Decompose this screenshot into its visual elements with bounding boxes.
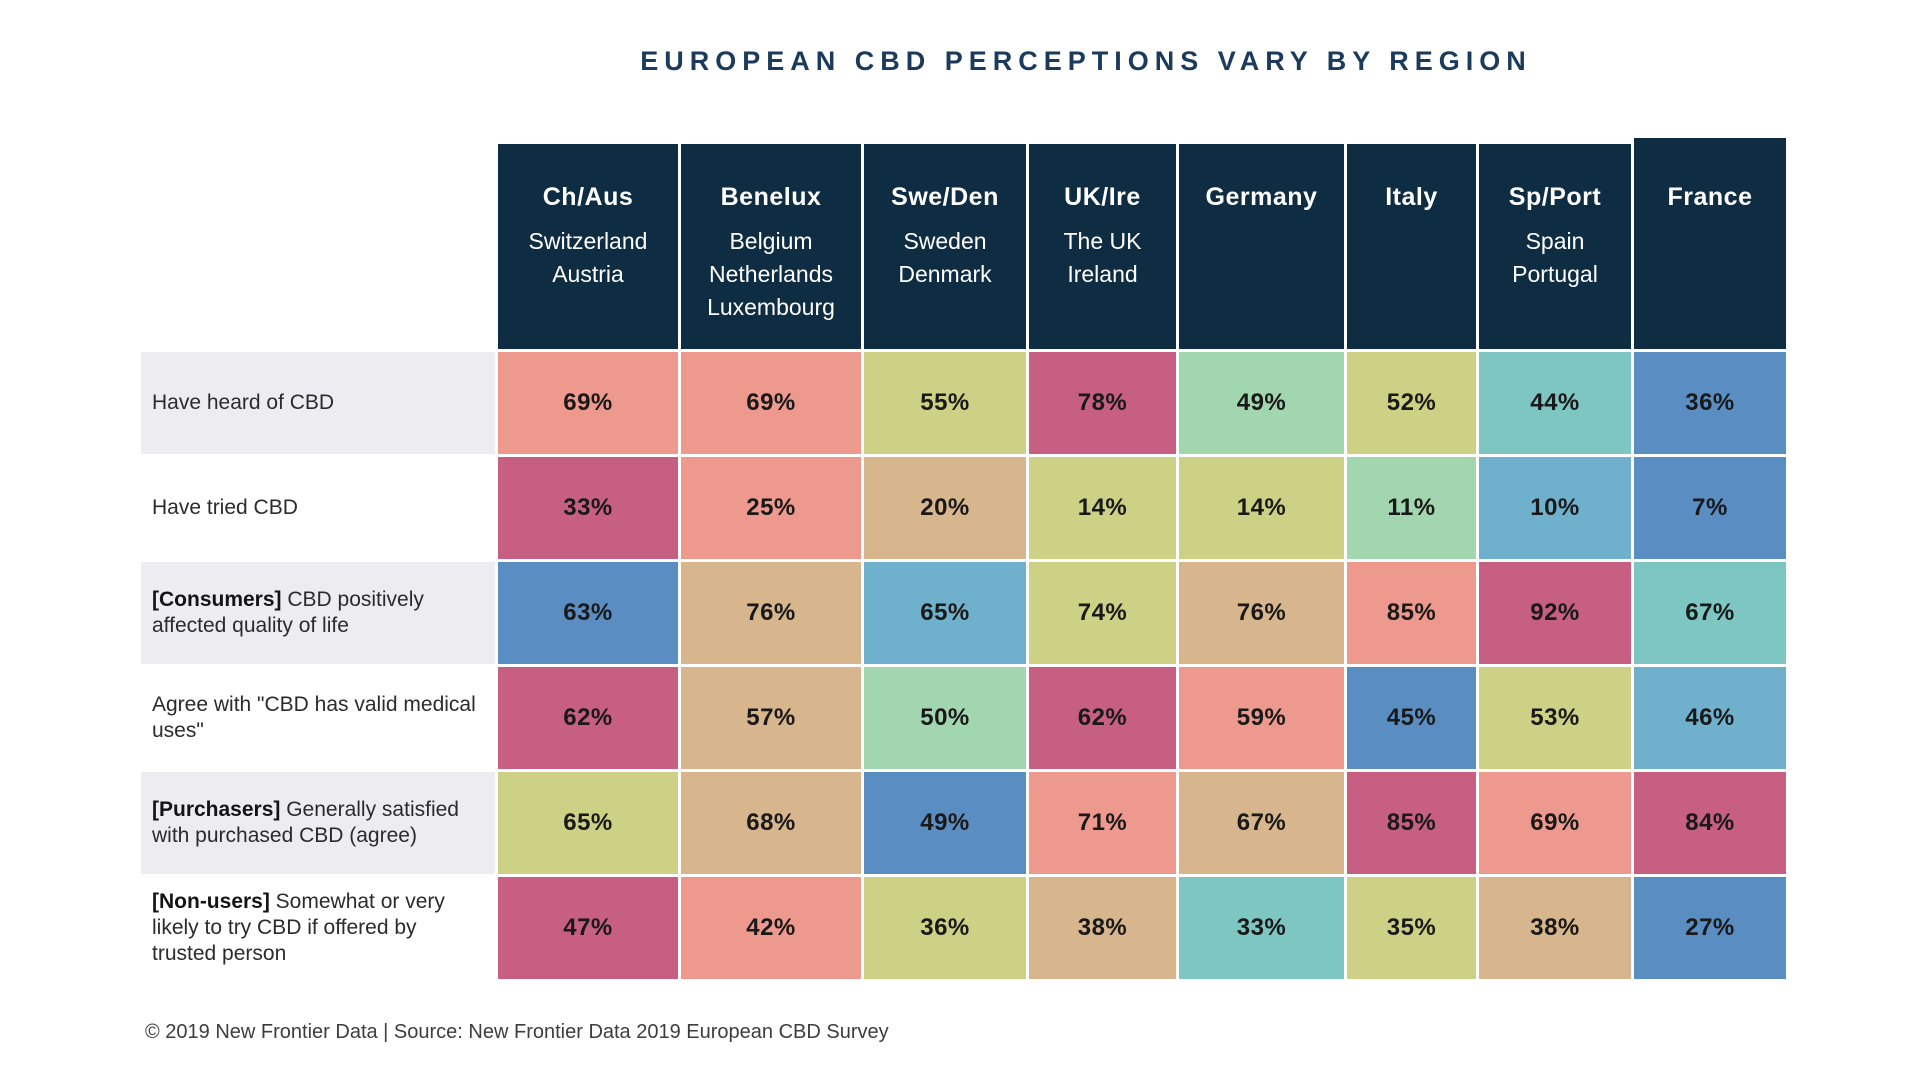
column-countries: Switzerland Austria [528, 228, 648, 287]
column-abbr: Italy [1385, 183, 1438, 211]
row-label-have-tried: Have tried CBD [141, 457, 495, 559]
value-cell: 33% [1179, 877, 1344, 979]
value-cell: 47% [498, 877, 678, 979]
row-label-purchasers-satisfied: [Purchasers] Generally satisfied with pu… [141, 772, 495, 874]
column-header-swe-den: Swe/Den Sweden Denmark [864, 144, 1026, 349]
column-header-france: France [1634, 138, 1786, 349]
column-abbr: Benelux [720, 183, 822, 211]
value-cell: 36% [1634, 352, 1786, 454]
value-cell: 27% [1634, 877, 1786, 979]
column-abbr: UK/Ire [1064, 183, 1141, 211]
table-corner-spacer [141, 144, 495, 349]
row-label-consumers-quality: [Consumers] CBD positively affected qual… [141, 562, 495, 664]
value-cell: 69% [1479, 772, 1631, 874]
column-header-sp-port: Sp/Port Spain Portugal [1479, 144, 1631, 349]
value-cell: 46% [1634, 667, 1786, 769]
value-cell: 52% [1347, 352, 1476, 454]
column-header-uk-ire: UK/Ire The UK Ireland [1029, 144, 1176, 349]
row-label-have-heard: Have heard of CBD [141, 352, 495, 454]
column-abbr: France [1667, 183, 1753, 211]
row-label-nonusers-likely: [Non-users] Somewhat or very likely to t… [141, 877, 495, 979]
perception-table: Ch/Aus Switzerland Austria Benelux Belgium N… [141, 138, 1786, 979]
value-cell: 71% [1029, 772, 1176, 874]
value-cell: 85% [1347, 562, 1476, 664]
value-cell: 69% [498, 352, 678, 454]
value-cell: 38% [1029, 877, 1176, 979]
value-cell: 36% [864, 877, 1026, 979]
column-header-benelux: Benelux Belgium Netherlands Luxembourg [681, 144, 861, 349]
value-cell: 85% [1347, 772, 1476, 874]
source-attribution: © 2019 New Frontier Data | Source: New F… [145, 1021, 889, 1043]
value-cell: 25% [681, 457, 861, 559]
value-cell: 53% [1479, 667, 1631, 769]
value-cell: 11% [1347, 457, 1476, 559]
column-countries: The UK Ireland [1063, 228, 1142, 287]
value-cell: 7% [1634, 457, 1786, 559]
value-cell: 38% [1479, 877, 1631, 979]
value-cell: 92% [1479, 562, 1631, 664]
value-cell: 76% [1179, 562, 1344, 664]
column-header-germany: Germany [1179, 144, 1344, 349]
value-cell: 69% [681, 352, 861, 454]
value-cell: 57% [681, 667, 861, 769]
value-cell: 35% [1347, 877, 1476, 979]
column-countries: Spain Portugal [1512, 228, 1598, 287]
value-cell: 42% [681, 877, 861, 979]
chart-title: EUROPEAN CBD PERCEPTIONS VARY BY REGION [640, 46, 1532, 76]
value-cell: 20% [864, 457, 1026, 559]
value-cell: 55% [864, 352, 1026, 454]
value-cell: 84% [1634, 772, 1786, 874]
value-cell: 45% [1347, 667, 1476, 769]
value-cell: 33% [498, 457, 678, 559]
row-label-valid-medical: Agree with "CBD has valid medical uses" [141, 667, 495, 769]
column-abbr: Swe/Den [891, 183, 999, 211]
value-cell: 67% [1179, 772, 1344, 874]
value-cell: 74% [1029, 562, 1176, 664]
value-cell: 59% [1179, 667, 1344, 769]
value-cell: 68% [681, 772, 861, 874]
column-countries: Sweden Denmark [898, 228, 992, 287]
column-header-ch-aus: Ch/Aus Switzerland Austria [498, 144, 678, 349]
value-cell: 49% [1179, 352, 1344, 454]
value-cell: 10% [1479, 457, 1631, 559]
column-header-italy: Italy [1347, 144, 1476, 349]
column-abbr: Ch/Aus [542, 183, 634, 211]
value-cell: 67% [1634, 562, 1786, 664]
column-countries: Belgium Netherlands Luxembourg [707, 228, 835, 320]
value-cell: 76% [681, 562, 861, 664]
value-cell: 63% [498, 562, 678, 664]
value-cell: 14% [1179, 457, 1344, 559]
value-cell: 65% [498, 772, 678, 874]
value-cell: 62% [498, 667, 678, 769]
value-cell: 49% [864, 772, 1026, 874]
column-abbr: Sp/Port [1508, 183, 1602, 211]
value-cell: 78% [1029, 352, 1176, 454]
value-cell: 14% [1029, 457, 1176, 559]
value-cell: 44% [1479, 352, 1631, 454]
value-cell: 65% [864, 562, 1026, 664]
column-abbr: Germany [1205, 183, 1318, 211]
value-cell: 50% [864, 667, 1026, 769]
value-cell: 62% [1029, 667, 1176, 769]
